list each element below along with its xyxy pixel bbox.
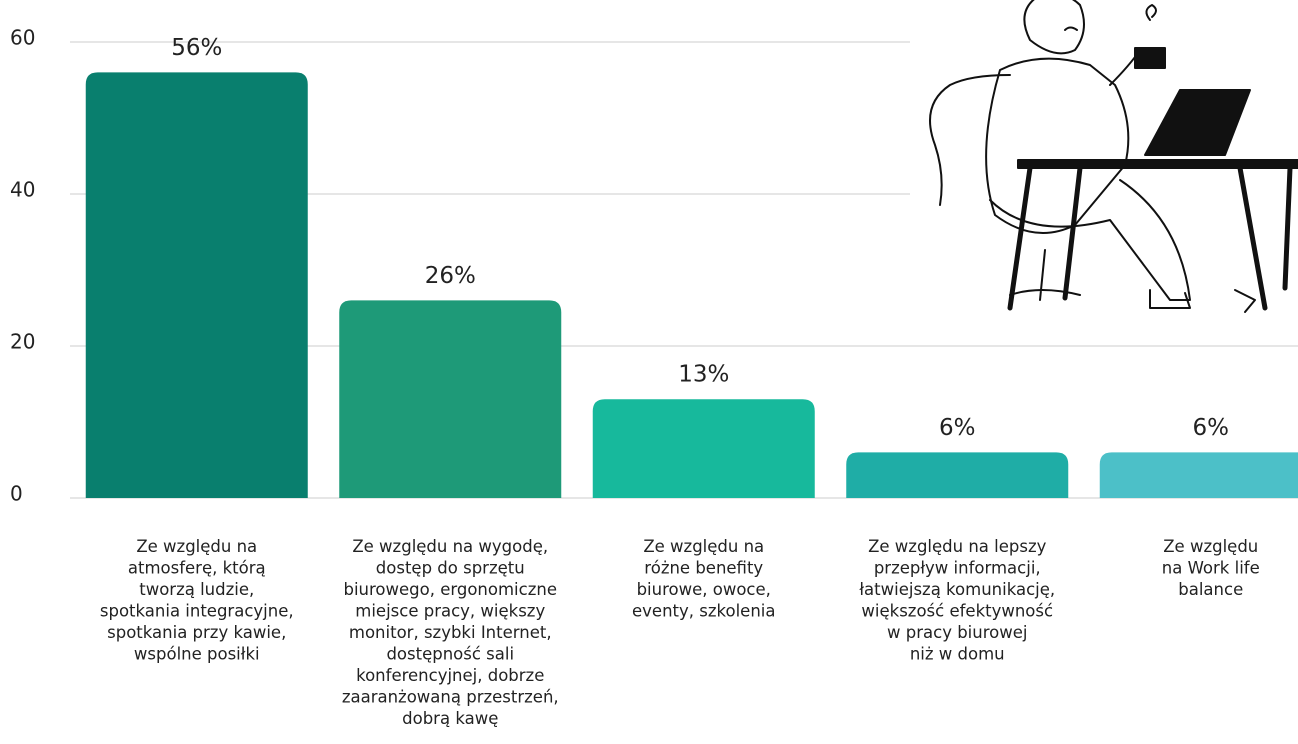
bar <box>846 452 1068 498</box>
bar <box>1100 452 1298 498</box>
value-label: 6% <box>939 415 976 441</box>
y-tick-label: 40 <box>10 178 35 202</box>
value-label: 6% <box>1193 415 1230 441</box>
value-label: 26% <box>425 263 476 289</box>
bar <box>86 72 308 498</box>
value-label: 13% <box>678 362 729 388</box>
chart: 0 20 40 60 56% Ze względu naatmosferę, którąt… <box>0 0 1298 744</box>
bar <box>339 300 561 498</box>
bar <box>593 399 815 498</box>
y-tick-label: 0 <box>10 482 23 506</box>
y-tick-label: 20 <box>10 330 35 354</box>
y-tick-label: 60 <box>10 26 35 50</box>
value-label: 56% <box>171 35 222 61</box>
illustration <box>910 0 1298 330</box>
